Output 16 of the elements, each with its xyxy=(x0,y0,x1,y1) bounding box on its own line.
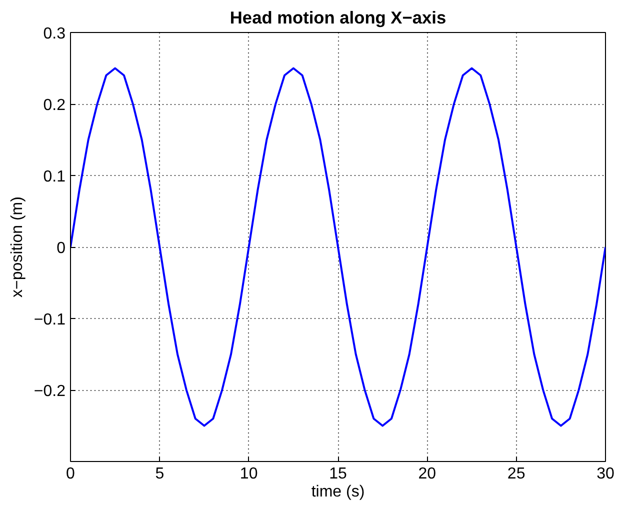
y-axis-title: x−position (m) xyxy=(8,196,26,298)
chart-title: Head motion along X−axis xyxy=(230,8,446,28)
x-tick-label: 30 xyxy=(596,466,614,482)
y-tick-label: −0.2 xyxy=(34,383,66,400)
line-series xyxy=(70,67,606,427)
y-tick-label: 0.1 xyxy=(43,168,66,186)
y-tick-label: 0 xyxy=(56,240,66,257)
x-tick-label: 10 xyxy=(240,466,258,482)
y-tick-label: 0.3 xyxy=(43,26,66,42)
x-tick-label: 20 xyxy=(418,466,436,482)
x-axis-title: time (s) xyxy=(311,484,365,500)
x-tick-label: 5 xyxy=(155,466,164,482)
y-tick-label: −0.1 xyxy=(34,312,66,328)
x-tick-label: 25 xyxy=(507,466,526,482)
y-tick-label: 0.2 xyxy=(43,97,66,114)
x-tick-label: 15 xyxy=(329,466,347,482)
